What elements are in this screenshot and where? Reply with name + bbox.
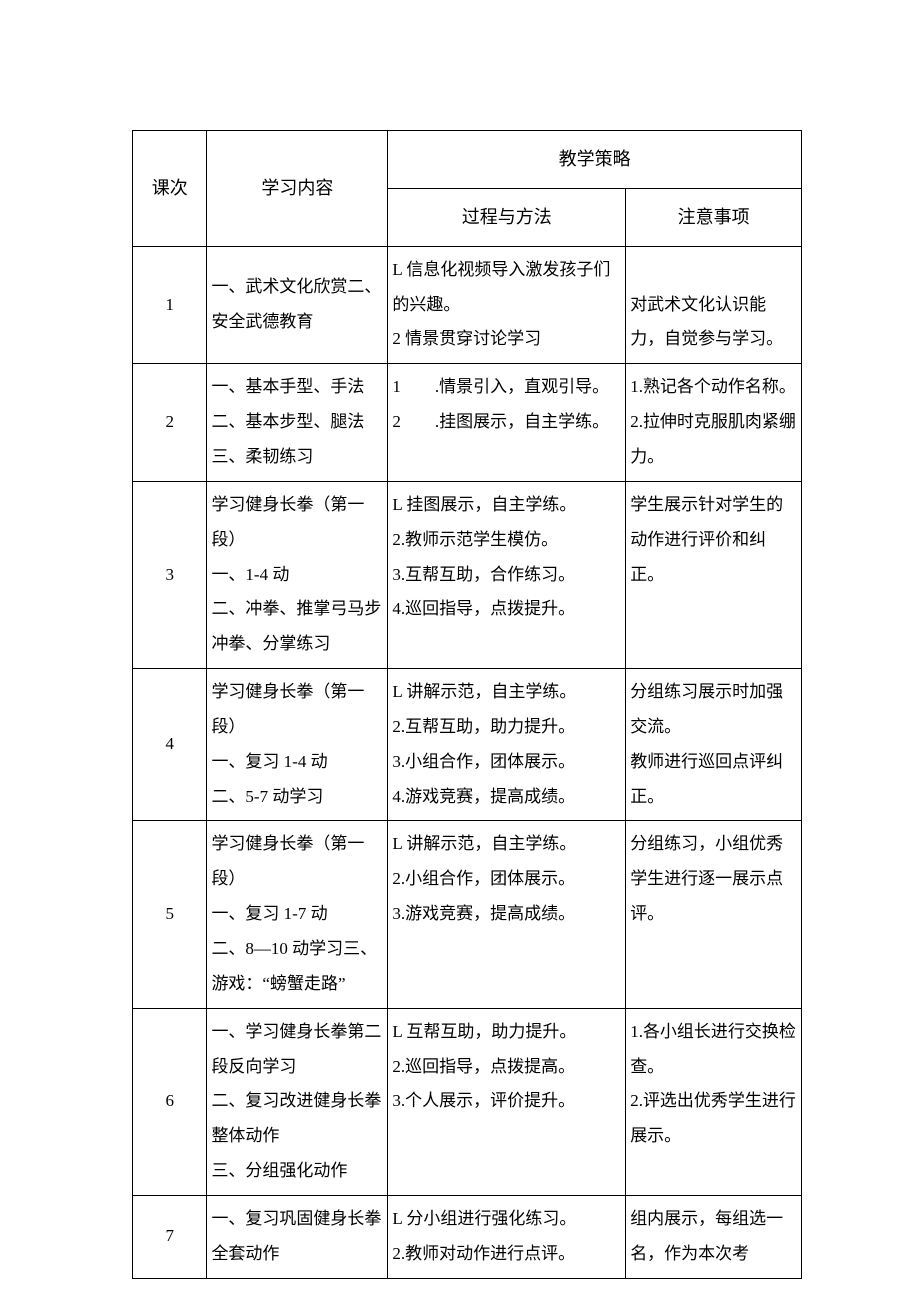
lesson-content: 一、学习健身长拳第二段反向学习二、复习改进健身长拳整体动作三、分组强化动作 bbox=[207, 1008, 388, 1195]
header-lesson: 课次 bbox=[133, 131, 207, 247]
lesson-notes: 对武术文化认识能力，自觉参与学习。 bbox=[626, 246, 802, 364]
header-method: 过程与方法 bbox=[388, 188, 626, 246]
lesson-number: 6 bbox=[133, 1008, 207, 1195]
lesson-method: 1 .情景引入，直观引导。2 .挂图展示，自主学练。 bbox=[388, 364, 626, 482]
table-row: 3 学习健身长拳（第一段）一、1-4 动二、冲拳、推掌弓马步冲拳、分掌练习 L … bbox=[133, 481, 802, 668]
lesson-method: L 分小组进行强化练习。2.教师对动作进行点评。 bbox=[388, 1195, 626, 1278]
lesson-content: 学习健身长拳（第一段）一、复习 1-7 动二、8—10 动学习三、游戏：“螃蟹走… bbox=[207, 821, 388, 1008]
table-row: 6 一、学习健身长拳第二段反向学习二、复习改进健身长拳整体动作三、分组强化动作 … bbox=[133, 1008, 802, 1195]
lesson-content: 一、复习巩固健身长拳全套动作 bbox=[207, 1195, 388, 1278]
lesson-notes: 1.各小组长进行交换检查。2.评选出优秀学生进行展示。 bbox=[626, 1008, 802, 1195]
lesson-number: 1 bbox=[133, 246, 207, 364]
table-row: 7 一、复习巩固健身长拳全套动作 L 分小组进行强化练习。2.教师对动作进行点评… bbox=[133, 1195, 802, 1278]
table-row: 1 一、武术文化欣赏二、安全武德教育 L 信息化视频导入激发孩子们的兴趣。2 情… bbox=[133, 246, 802, 364]
header-content: 学习内容 bbox=[207, 131, 388, 247]
lesson-notes: 学生展示针对学生的动作进行评价和纠正。 bbox=[626, 481, 802, 668]
lesson-notes: 1.熟记各个动作名称。2.拉伸时克服肌肉紧绷力。 bbox=[626, 364, 802, 482]
lesson-number: 7 bbox=[133, 1195, 207, 1278]
lesson-number: 4 bbox=[133, 669, 207, 821]
header-strategy: 教学策略 bbox=[388, 131, 802, 189]
document-page: 课次 学习内容 教学策略 过程与方法 注意事项 1 一、武术文化欣赏二、安全武德… bbox=[0, 0, 920, 1279]
lesson-notes: 组内展示，每组选一名，作为本次考 bbox=[626, 1195, 802, 1278]
lesson-content: 一、武术文化欣赏二、安全武德教育 bbox=[207, 246, 388, 364]
lesson-method: L 挂图展示，自主学练。2.教师示范学生模仿。3.互帮互助，合作练习。4.巡回指… bbox=[388, 481, 626, 668]
lesson-method: L 信息化视频导入激发孩子们的兴趣。2 情景贯穿讨论学习 bbox=[388, 246, 626, 364]
lesson-notes: 分组练习展示时加强交流。教师进行巡回点评纠正。 bbox=[626, 669, 802, 821]
lesson-method: L 讲解示范，自主学练。2.小组合作，团体展示。3.游戏竞赛，提高成绩。 bbox=[388, 821, 626, 1008]
lesson-number: 5 bbox=[133, 821, 207, 1008]
table-header-row: 课次 学习内容 教学策略 bbox=[133, 131, 802, 189]
lesson-content: 学习健身长拳（第一段）一、复习 1-4 动二、5-7 动学习 bbox=[207, 669, 388, 821]
table-row: 4 学习健身长拳（第一段）一、复习 1-4 动二、5-7 动学习 L 讲解示范，… bbox=[133, 669, 802, 821]
lesson-method: L 讲解示范，自主学练。2.互帮互助，助力提升。3.小组合作，团体展示。4.游戏… bbox=[388, 669, 626, 821]
table-row: 5 学习健身长拳（第一段）一、复习 1-7 动二、8—10 动学习三、游戏：“螃… bbox=[133, 821, 802, 1008]
table-row: 2 一、基本手型、手法二、基本步型、腿法三、柔韧练习 1 .情景引入，直观引导。… bbox=[133, 364, 802, 482]
lesson-content: 一、基本手型、手法二、基本步型、腿法三、柔韧练习 bbox=[207, 364, 388, 482]
lesson-number: 2 bbox=[133, 364, 207, 482]
lesson-notes: 分组练习，小组优秀学生进行逐一展示点评。 bbox=[626, 821, 802, 1008]
lesson-method: L 互帮互助，助力提升。2.巡回指导，点拨提高。3.个人展示，评价提升。 bbox=[388, 1008, 626, 1195]
lesson-number: 3 bbox=[133, 481, 207, 668]
lesson-plan-table: 课次 学习内容 教学策略 过程与方法 注意事项 1 一、武术文化欣赏二、安全武德… bbox=[132, 130, 802, 1279]
lesson-content: 学习健身长拳（第一段）一、1-4 动二、冲拳、推掌弓马步冲拳、分掌练习 bbox=[207, 481, 388, 668]
header-notes: 注意事项 bbox=[626, 188, 802, 246]
